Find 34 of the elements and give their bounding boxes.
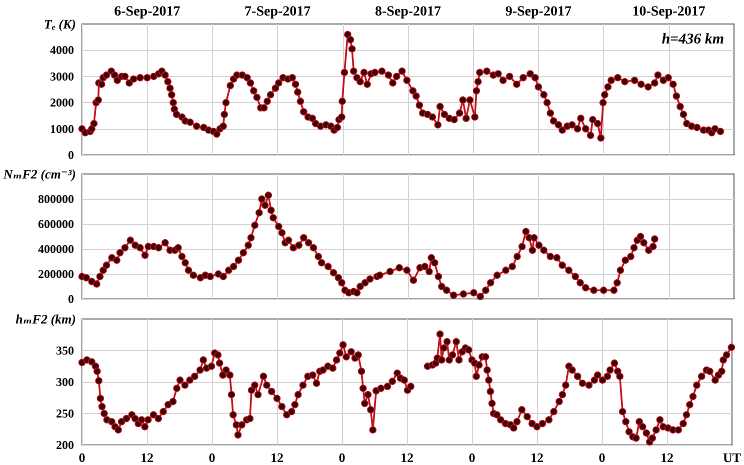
y-axis-title: Tₑ (K)	[44, 16, 76, 32]
x-tick-label: 12	[270, 450, 284, 465]
y-tick-label: 200000	[38, 267, 74, 281]
y-axis-title: NₘF2 (cm⁻³)	[2, 166, 76, 182]
y-tick-label: 350	[56, 344, 74, 358]
x-tick-label: 12	[400, 450, 414, 465]
x-tick-label: 12	[140, 450, 154, 465]
y-axis-title: hₘF2 (km)	[16, 312, 76, 326]
x-tick-label: 12	[530, 450, 544, 465]
x-axis-title: UT	[722, 450, 742, 465]
x2-tick-label: 6-Sep-2017	[114, 4, 180, 20]
y-tick-label: 600000	[38, 217, 74, 231]
y-tick-label: 200	[56, 438, 74, 452]
y-tick-label: 250	[56, 406, 74, 420]
y-tick-label: 3000	[50, 69, 74, 84]
annotation: h=436 km	[662, 32, 724, 48]
x-tick-label: 0	[468, 450, 476, 465]
x-tick-label: 12	[660, 450, 674, 465]
x-tick-label: 0	[598, 450, 606, 465]
x2-tick-label: 9-Sep-2017	[505, 4, 572, 20]
y-tick-label: 0	[68, 148, 74, 162]
y-tick-label: 4000	[50, 43, 74, 58]
x-tick-label: 0	[338, 450, 346, 465]
y-tick-label: 400000	[38, 242, 74, 256]
y-tick-label: 0	[68, 292, 74, 306]
x2-tick-label: 8-Sep-2017	[374, 4, 442, 20]
x-tick-label: 0	[208, 450, 216, 465]
y-tick-label: 800000	[38, 192, 74, 206]
x2-tick-label: 7-Sep-2017	[244, 4, 311, 20]
y-tick-label: 1000	[50, 122, 74, 136]
x2-tick-label: 10-Sep-2017	[632, 4, 706, 20]
x-tick-label: 0	[78, 450, 86, 465]
y-tick-label: 300	[56, 375, 74, 389]
y-tick-label: 2000	[50, 96, 74, 110]
